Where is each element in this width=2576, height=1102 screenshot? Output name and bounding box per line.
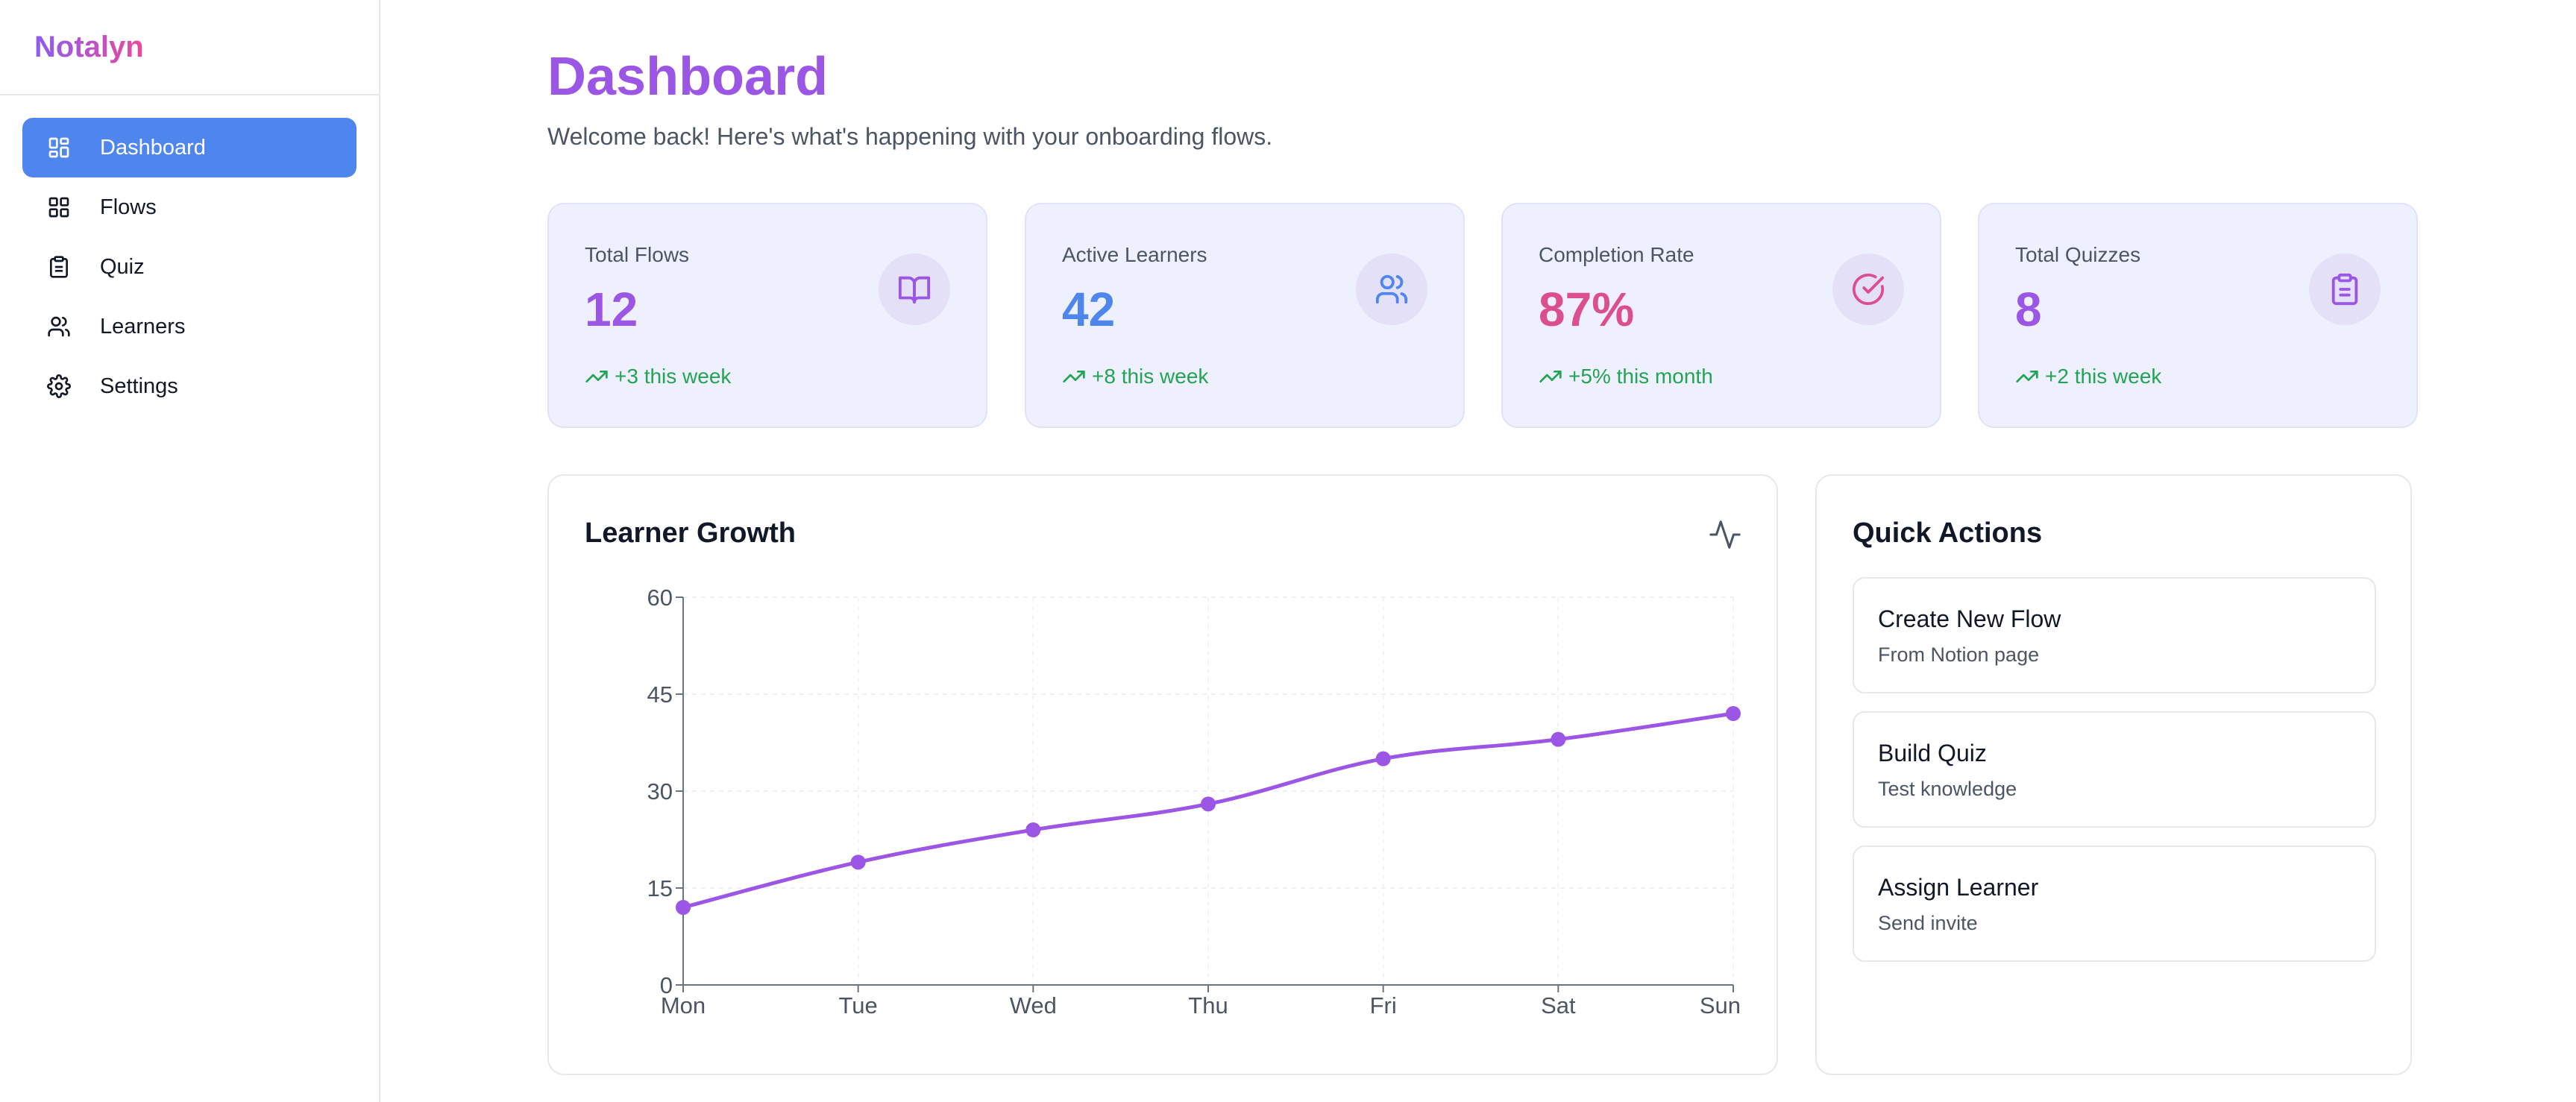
learner-growth-card: Learner Growth 0 15 30 45 60 Mon Tue Wed Thu Fri S…	[547, 474, 1778, 1075]
action-title: Create New Flow	[1878, 605, 2061, 632]
action-subtitle: From Notion page	[1878, 643, 2040, 666]
users-icon	[46, 314, 72, 339]
brand-header: Notalyn	[0, 0, 379, 95]
data-point	[1726, 706, 1741, 721]
stat-value: 42	[1062, 283, 1116, 336]
action-subtitle: Send invite	[1878, 912, 1978, 934]
stat-card-completion-rate: Completion Rate 87% +5% this month	[1501, 203, 1941, 428]
stat-delta-text: +5% this month	[1568, 365, 1713, 388]
x-tick-label: Fri	[1370, 992, 1397, 1018]
stat-card-active-learners: Active Learners 42 +8 this week	[1025, 203, 1465, 428]
y-tick-label: 15	[647, 875, 673, 901]
x-tick-label: Thu	[1188, 992, 1228, 1018]
sidebar-item-label: Learners	[100, 314, 186, 339]
y-tick-label: 45	[647, 681, 673, 708]
data-point	[676, 900, 691, 915]
y-tick-label: 30	[647, 778, 673, 805]
data-point	[1551, 731, 1566, 747]
sidebar-item-settings[interactable]: Settings	[22, 356, 356, 416]
sidebar-nav: Dashboard Flows Quiz Learners	[0, 95, 379, 438]
sidebar-item-label: Flows	[100, 195, 157, 219]
book-open-icon	[879, 254, 950, 325]
sidebar-item-label: Settings	[100, 374, 178, 398]
page-title: Dashboard	[547, 47, 829, 107]
action-title: Assign Learner	[1878, 874, 2039, 901]
quick-actions-title: Quick Actions	[1853, 517, 2043, 549]
stat-label: Active Learners	[1062, 243, 1207, 266]
clipboard-icon	[46, 254, 72, 280]
assign-learner-button[interactable]: Assign Learner Send invite	[1853, 846, 2376, 962]
stat-label: Total Quizzes	[2015, 243, 2141, 266]
activity-icon[interactable]	[1708, 517, 1742, 552]
x-tick-label: Mon	[661, 992, 706, 1018]
x-tick-label: Wed	[1010, 992, 1057, 1018]
users-icon	[1356, 254, 1427, 325]
stat-delta-text: +3 this week	[615, 365, 732, 388]
build-quiz-button[interactable]: Build Quiz Test knowledge	[1853, 711, 2376, 828]
action-subtitle: Test knowledge	[1878, 778, 2017, 800]
trending-up-icon	[1063, 371, 1085, 382]
sidebar-item-label: Quiz	[100, 254, 145, 279]
dashboard-icon	[46, 135, 72, 160]
chart-title: Learner Growth	[585, 517, 796, 549]
action-title: Build Quiz	[1878, 740, 1987, 766]
data-point	[850, 854, 866, 870]
stat-card-total-quizzes: Total Quizzes 8 +2 this week	[1978, 203, 2418, 428]
trending-up-icon	[1539, 371, 1562, 382]
clipboard-icon	[2309, 254, 2381, 325]
x-tick-label: Sun	[1700, 992, 1741, 1018]
sidebar-item-dashboard[interactable]: Dashboard	[22, 118, 356, 177]
data-point	[1375, 751, 1391, 766]
line-chart: 0 15 30 45 60 Mon Tue Wed Thu Fri Sat Sun	[647, 585, 1741, 1018]
page-subtitle: Welcome back! Here's what's happening wi…	[547, 123, 1273, 150]
sidebar-item-label: Dashboard	[100, 135, 206, 160]
x-tick-label: Tue	[839, 992, 878, 1018]
trending-up-icon	[2016, 371, 2038, 382]
quick-actions-card: Quick Actions Create New Flow From Notio…	[1815, 474, 2412, 1075]
flows-icon	[46, 195, 72, 220]
stat-value: 87%	[1539, 283, 1635, 336]
sidebar-item-flows[interactable]: Flows	[22, 177, 356, 237]
sidebar-item-learners[interactable]: Learners	[22, 297, 356, 356]
sidebar: Notalyn Dashboard Flows Quiz	[0, 0, 380, 1102]
stat-delta: +2 this week	[2015, 365, 2161, 388]
gear-icon	[46, 374, 72, 399]
sidebar-item-quiz[interactable]: Quiz	[22, 237, 356, 297]
y-tick-label: 0	[660, 972, 673, 998]
stat-value: 12	[585, 283, 638, 336]
stat-delta: +8 this week	[1062, 365, 1208, 388]
data-point	[1201, 796, 1216, 812]
stat-delta-text: +8 this week	[1092, 365, 1209, 388]
stat-card-total-flows: Total Flows 12 +3 this week	[547, 203, 987, 428]
check-circle-icon	[1832, 254, 1904, 325]
stat-delta-text: +2 this week	[2045, 365, 2162, 388]
create-new-flow-button[interactable]: Create New Flow From Notion page	[1853, 577, 2376, 693]
brand-logo[interactable]: Notalyn	[34, 30, 144, 63]
stat-label: Completion Rate	[1539, 243, 1694, 266]
stat-value: 8	[2015, 283, 2042, 336]
stat-delta: +5% this month	[1539, 365, 1713, 388]
y-tick-label: 60	[647, 585, 673, 611]
data-point	[1025, 822, 1041, 837]
trending-up-icon	[585, 371, 608, 382]
stat-delta: +3 this week	[585, 365, 731, 388]
x-tick-label: Sat	[1541, 992, 1576, 1018]
stat-label: Total Flows	[585, 243, 690, 266]
